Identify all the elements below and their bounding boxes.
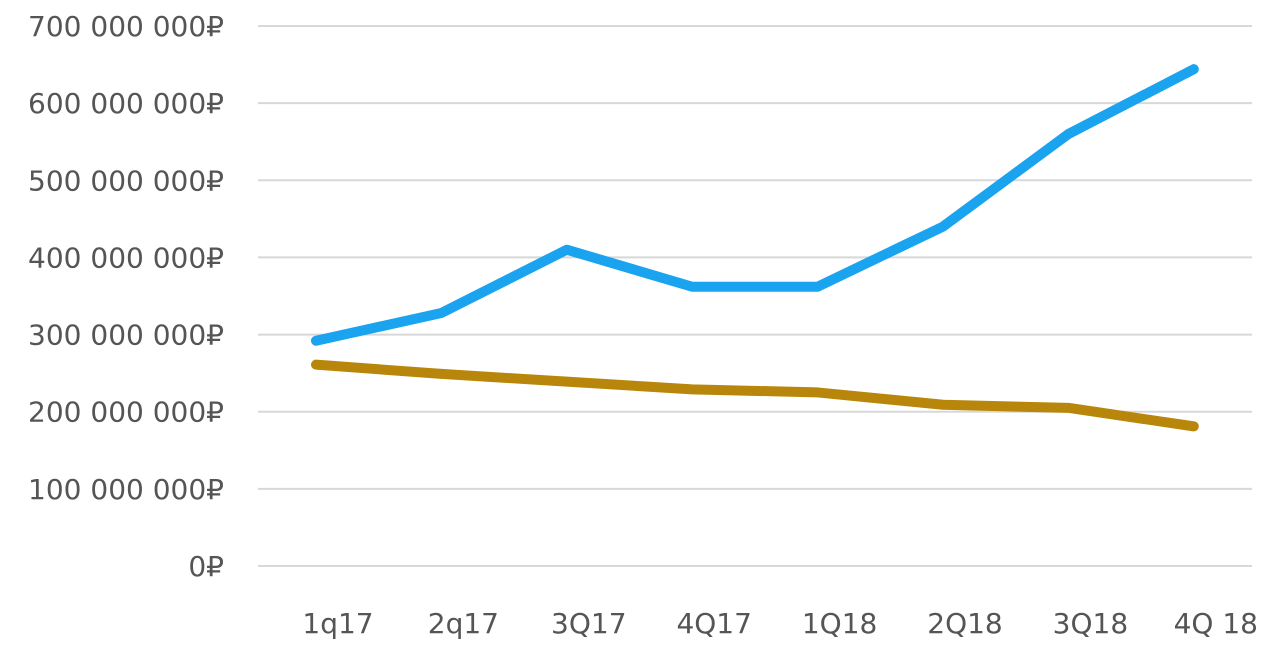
y-tick-label: 0₽	[188, 550, 224, 583]
x-tick-label: 1q17	[302, 607, 373, 640]
y-tick-label: 400 000 000₽	[28, 241, 224, 274]
y-tick-label: 600 000 000₽	[28, 87, 224, 120]
x-tick-label: 3Q18	[1053, 607, 1128, 640]
y-tick-label: 300 000 000₽	[28, 319, 224, 352]
x-tick-label: 2Q18	[927, 607, 1002, 640]
x-tick-label: 1Q18	[802, 607, 877, 640]
series-line-1	[311, 64, 1199, 346]
y-tick-label: 500 000 000₽	[28, 164, 224, 197]
x-tick-label: 4Q 18	[1174, 607, 1258, 640]
x-tick-label: 3Q17	[551, 607, 626, 640]
gridlines	[258, 25, 1252, 567]
x-tick-label: 4Q17	[676, 607, 751, 640]
y-tick-label: 100 000 000₽	[28, 473, 224, 506]
y-tick-label: 200 000 000₽	[28, 396, 224, 429]
y-tick-label: 700 000 000₽	[28, 10, 224, 43]
y-axis: 0₽ 100 000 000₽ 200 000 000₽ 300 000 000₽ 40…	[28, 10, 224, 583]
series-group	[311, 64, 1199, 432]
x-axis: 1q17 2q17 3Q17 4Q17 1Q18 2Q18 3Q18 4Q 18	[302, 607, 1258, 640]
series-line-2	[311, 359, 1199, 432]
x-tick-label: 2q17	[428, 607, 499, 640]
